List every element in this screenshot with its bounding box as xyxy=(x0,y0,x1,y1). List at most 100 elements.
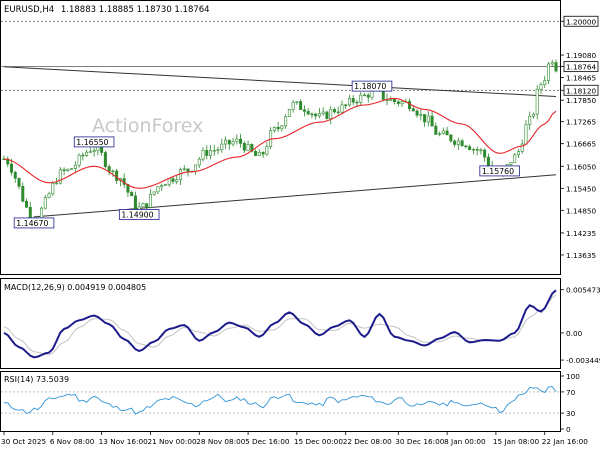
candle-body xyxy=(220,143,224,150)
candle-body xyxy=(464,145,468,147)
candle-body xyxy=(449,134,453,142)
price-axis-highlight xyxy=(563,61,599,73)
candle-body xyxy=(528,116,532,125)
rsi-pane: RSI(14) 73.5039 100 70 30 0 xyxy=(0,371,580,434)
time-axis-label: 30 Oct 2025 xyxy=(1,437,46,446)
candle-body xyxy=(88,151,92,153)
candle-body xyxy=(389,99,393,101)
time-axis-label: 8 Jan 00:00 xyxy=(444,437,486,446)
moving-average-line xyxy=(3,97,557,189)
candle-body xyxy=(453,140,457,145)
candle-body xyxy=(182,168,186,170)
price-annotation-box xyxy=(73,136,115,148)
candle-body xyxy=(17,177,21,187)
candle-body xyxy=(344,104,348,106)
candle-body xyxy=(423,114,427,123)
candle-body xyxy=(513,154,517,163)
candle-body xyxy=(299,101,303,111)
candle-body xyxy=(10,163,14,173)
time-axis-label: 22 Dec 08:00 xyxy=(343,437,392,446)
candle-body xyxy=(284,116,288,127)
time-axis-label: 15 Dec 00:00 xyxy=(294,437,343,446)
price-axis-label: 1.18764 xyxy=(566,63,597,72)
candle-body xyxy=(520,143,524,152)
trendline xyxy=(3,66,557,98)
candle-body xyxy=(51,182,55,195)
candle-body xyxy=(115,170,119,181)
candle-body xyxy=(321,111,325,114)
candle-body xyxy=(366,94,370,98)
candle-body xyxy=(130,191,134,197)
rsi-pane-frame xyxy=(0,371,561,432)
price-annotation-label: 1.18070 xyxy=(354,82,386,91)
time-axis-label: 28 Nov 08:00 xyxy=(196,437,246,446)
candle-body xyxy=(13,172,17,179)
candle-body xyxy=(434,125,438,135)
price-axis-highlight xyxy=(563,84,599,96)
time-axis-label: 30 Dec 16:00 xyxy=(395,437,444,446)
moving-average xyxy=(3,97,557,189)
macd-axis-label: 0.00 xyxy=(566,329,583,338)
price-axis-label: 1.17265 xyxy=(566,118,596,127)
candle-body xyxy=(73,164,77,169)
macd-pane: MACD(12,26,9) 0.004919 0.004805 0.005473… xyxy=(0,278,600,369)
candle-body xyxy=(250,144,254,152)
candle-body xyxy=(186,168,190,172)
price-annotation-box xyxy=(479,165,520,177)
candle-body xyxy=(539,84,543,90)
price-axis-label: 1.16665 xyxy=(566,140,596,149)
price-horizontal-levels xyxy=(1,20,560,91)
candle-body xyxy=(21,186,25,202)
price-axis-label: 1.19080 xyxy=(566,51,597,60)
candle-body xyxy=(445,130,449,136)
candle-body xyxy=(111,170,115,173)
candle-body xyxy=(160,184,164,187)
candle-body xyxy=(145,203,149,208)
candle-body xyxy=(516,151,520,156)
watermark: ActionForex xyxy=(92,115,203,137)
candle-body xyxy=(194,164,198,172)
candle-body xyxy=(438,133,442,135)
candle-body xyxy=(43,197,47,209)
rsi-line xyxy=(3,386,557,415)
candle-body xyxy=(66,168,70,172)
time-axis-label: 22 Jan 16:00 xyxy=(542,437,589,446)
candle-body xyxy=(77,154,81,166)
candle-body xyxy=(460,140,464,147)
candle-body xyxy=(524,124,528,145)
candle-body xyxy=(178,169,182,180)
rsi-title: RSI(14) 73.5039 xyxy=(4,375,69,384)
candle-body xyxy=(235,138,239,142)
candle-body xyxy=(362,94,366,97)
candle-body xyxy=(152,191,156,195)
candle-body xyxy=(351,98,355,103)
candle-body xyxy=(441,130,445,135)
candle-body xyxy=(411,108,415,112)
candle-body xyxy=(347,98,351,106)
candle-body xyxy=(148,193,152,208)
price-annotation-box xyxy=(13,217,55,229)
candle-body xyxy=(531,113,535,117)
candle-body xyxy=(55,182,59,185)
candle-body xyxy=(28,206,32,220)
price-axis-label: 1.20000 xyxy=(566,17,597,26)
candle-body xyxy=(415,110,419,116)
candle-body xyxy=(175,179,179,182)
price-axis-label: 1.15450 xyxy=(566,184,597,193)
candle-body xyxy=(483,149,487,158)
macd-pane-frame xyxy=(0,278,561,369)
candle-body xyxy=(295,101,299,103)
symbol-label: EURUSD,H4 xyxy=(4,5,54,15)
candle-body xyxy=(167,178,171,185)
candle-body xyxy=(550,62,554,65)
candle-body xyxy=(224,139,228,145)
candle-body xyxy=(212,150,216,152)
candle-body xyxy=(156,186,160,193)
candle-body xyxy=(535,88,539,115)
price-axis-highlight xyxy=(563,15,599,27)
candle-body xyxy=(242,143,246,151)
macd-lines xyxy=(3,289,557,359)
time-axis-label: 21 Nov 00:00 xyxy=(147,437,197,446)
rsi-axis-label: 70 xyxy=(566,388,576,397)
candle-body xyxy=(25,201,29,208)
